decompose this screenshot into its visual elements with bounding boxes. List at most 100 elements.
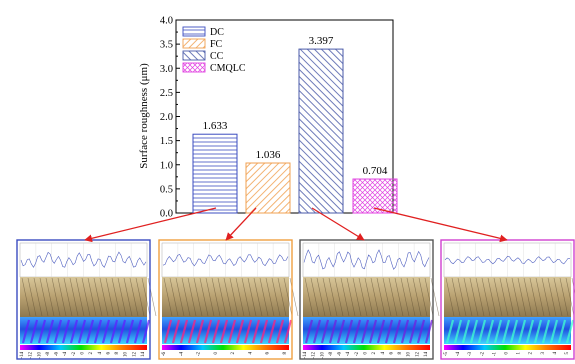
scale-tick-label: -1	[492, 352, 497, 357]
scale-tick-label: 6	[106, 352, 111, 355]
height-stripe	[344, 319, 354, 344]
scale-tick-label: -2	[197, 352, 202, 357]
scale-tick-label: -4	[346, 352, 351, 357]
feed-mark	[547, 277, 557, 317]
feed-mark	[499, 277, 509, 317]
feed-mark	[63, 277, 73, 317]
scale-tick-label: -8	[329, 352, 334, 357]
feed-mark	[187, 277, 197, 317]
height-stripe	[187, 319, 197, 344]
y-axis-label: Surface roughness (μm)	[138, 63, 150, 169]
height-stripe	[53, 319, 63, 344]
bar-chart: 0.0 0.5 1.0 1.5 2.0 2.5 3.0 3.5 4.0 Surface roug…	[138, 16, 398, 220]
scale-tick-label: 0	[214, 352, 219, 355]
height-stripe	[171, 319, 181, 344]
height-stripe	[163, 319, 173, 344]
profile-line	[162, 254, 289, 267]
panel-3: -14 -12 -10 -8 -6 -4 -2 0 2 4 6 8 10 12 14	[299, 239, 440, 360]
feed-mark	[105, 277, 115, 317]
bar-value-label: 1.036	[256, 149, 281, 161]
scale-tick-label: 8	[115, 352, 120, 355]
scale-tick-label: -4	[179, 352, 184, 357]
height-stripe	[525, 319, 535, 344]
y-tick-label: 1.0	[160, 160, 173, 171]
feed-mark	[265, 277, 275, 317]
height-stripe	[352, 319, 362, 344]
height-stripe	[85, 319, 95, 344]
panel-1: -14 -12 -10 -8 -6 -4 -2 0 2 4 6 8 10 12 14	[16, 239, 157, 360]
scale-tick-label: 4	[98, 352, 103, 355]
height-stripe	[45, 319, 55, 344]
height-stripe	[400, 319, 410, 344]
height-stripe	[408, 319, 418, 344]
height-stripe	[416, 319, 426, 344]
scale-tick-label: 4	[248, 352, 253, 355]
y-tick-label: 3.0	[160, 64, 173, 75]
scale-tick-label: -5	[444, 352, 449, 357]
feed-mark	[334, 277, 344, 317]
feed-mark	[247, 277, 257, 317]
height-stripe	[227, 319, 237, 344]
feed-mark	[535, 277, 545, 317]
height-stripe	[509, 319, 519, 344]
height-stripe	[533, 319, 543, 344]
y-tick-label: 2.0	[160, 112, 173, 123]
arrow	[84, 207, 217, 243]
height-stripe	[243, 319, 253, 344]
arrow	[373, 207, 508, 243]
scale-tick-label: -2	[355, 352, 360, 357]
feed-mark	[310, 277, 320, 317]
feed-mark	[322, 277, 332, 317]
scale-tick-label: 0	[505, 352, 510, 355]
height-stripe	[93, 319, 103, 344]
scale-tick-label: 4	[553, 352, 558, 355]
height-stripe	[211, 319, 221, 344]
height-stripe	[565, 319, 575, 344]
feed-mark	[205, 277, 215, 317]
feed-mark	[418, 277, 428, 317]
height-stripe	[117, 319, 127, 344]
profile-line	[20, 251, 147, 268]
feed-mark	[259, 277, 269, 317]
feed-mark	[181, 277, 191, 317]
feed-mark	[394, 277, 404, 317]
scale-tick-label: -2	[480, 352, 485, 357]
height-stripe	[195, 319, 205, 344]
scale-tick-label: 14	[424, 352, 429, 358]
height-stripe	[29, 319, 39, 344]
height-stripe	[360, 319, 370, 344]
scale-tick-label: 1	[517, 352, 522, 355]
height-stripe	[251, 319, 261, 344]
feed-mark	[223, 277, 233, 317]
feed-mark	[487, 277, 497, 317]
feed-mark	[163, 277, 173, 317]
scale-tick-label: 5	[565, 352, 570, 355]
legend-label: CMQLC	[210, 63, 246, 74]
feed-mark	[277, 277, 287, 317]
legend-swatch-dc	[182, 26, 206, 37]
bar-cmqlc	[352, 178, 398, 214]
scale-tick-label: -2	[72, 352, 77, 357]
feed-mark	[451, 277, 461, 317]
scale-tick-label: 2	[372, 352, 377, 355]
bar-dc	[192, 133, 238, 214]
feed-mark	[217, 277, 227, 317]
feed-mark	[235, 277, 245, 317]
height-stripe	[368, 319, 378, 344]
feed-mark	[87, 277, 97, 317]
legend-label: FC	[210, 39, 223, 50]
feed-mark	[51, 277, 61, 317]
feed-mark	[475, 277, 485, 317]
scale-tick-label: 2	[529, 352, 534, 355]
feed-mark	[75, 277, 85, 317]
scale-tick-label: -4	[63, 352, 68, 357]
arrows	[84, 207, 508, 243]
scale-tick-label: -14	[303, 352, 308, 359]
bar-cc	[298, 48, 344, 214]
scale-tick-label: -6	[55, 352, 60, 357]
height-stripe	[69, 319, 79, 344]
height-stripe	[517, 319, 527, 344]
feed-mark	[135, 277, 145, 317]
height-stripe	[304, 319, 314, 344]
